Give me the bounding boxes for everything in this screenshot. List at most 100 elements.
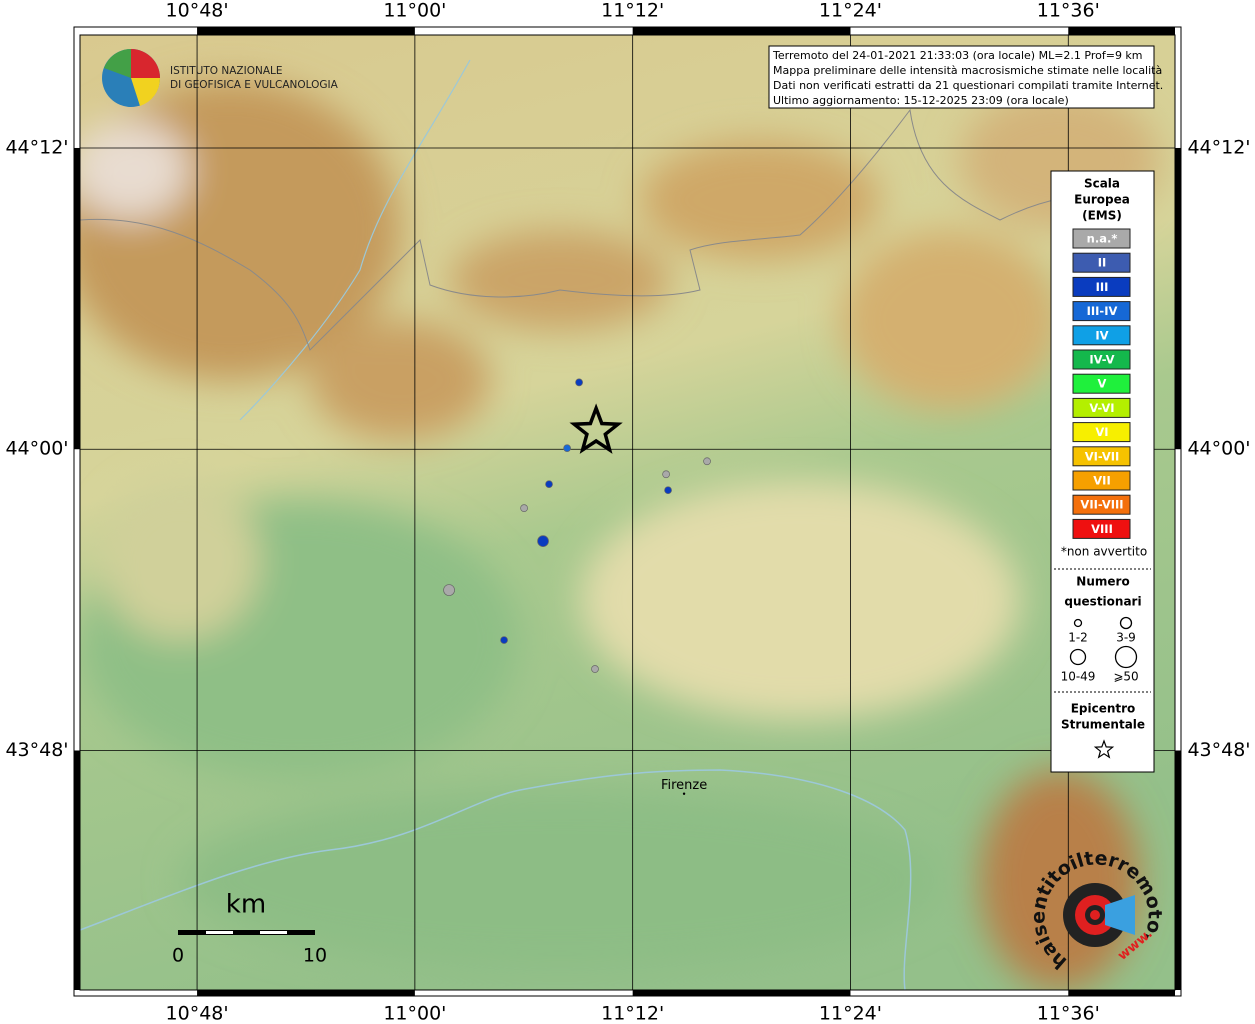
- frame-band: [197, 990, 415, 996]
- frame-band: [632, 990, 851, 996]
- legend-swatch: [1072, 301, 1131, 322]
- legend-label: III-IV: [1087, 304, 1118, 318]
- frame-band: [1175, 750, 1181, 990]
- intensity-point: [662, 470, 670, 479]
- intensity-point: [520, 504, 528, 512]
- legend-size: [1114, 645, 1138, 669]
- frame-band: [632, 27, 851, 35]
- frame-band: [197, 27, 415, 35]
- x-tick-label: 11°12': [601, 0, 664, 22]
- info-line: Dati non verificati estratti da 21 quest…: [773, 79, 1163, 92]
- legend-size: [1073, 618, 1083, 628]
- x-tick-label: 11°00': [383, 1003, 446, 1024]
- scale-label: 10: [303, 945, 327, 967]
- legend-title: Epicentro: [1071, 702, 1136, 716]
- legend-swatch: [1072, 252, 1131, 273]
- frame-band: [1068, 27, 1175, 35]
- scale-labels: km 0 10: [172, 890, 327, 967]
- intensity-point: [563, 444, 571, 453]
- info-text: Terremoto del 24-01-2021 21:33:03 (ora l…: [772, 49, 1163, 107]
- axis-labels: 10°48' 10°48' 11°00' 11°00' 11°12' 11°12' 11°2…: [5, 0, 1250, 1024]
- frame-band: [1175, 147, 1181, 450]
- legend-swatch: [1072, 446, 1131, 467]
- intensity-point: [500, 636, 508, 644]
- scale-unit: km: [226, 890, 266, 920]
- legend-swatch: [1072, 422, 1131, 443]
- city-label: Firenze: [661, 778, 707, 793]
- info-line: Ultimo aggiornamento: 15-12-2025 23:09 (…: [773, 94, 1069, 107]
- legend-label: II: [1098, 256, 1107, 270]
- y-tick-label: 44°00': [5, 438, 68, 460]
- intensity-point: [443, 584, 455, 596]
- epicenter: [569, 403, 623, 454]
- legend-swatch: [1072, 494, 1131, 515]
- frame: [74, 27, 1181, 996]
- intensity-point: [703, 457, 711, 466]
- legend-swatch: [1072, 373, 1131, 394]
- legend-title: (EMS): [1082, 209, 1122, 223]
- legend-label: VI-VII: [1085, 449, 1120, 463]
- intensity-point: [537, 535, 549, 547]
- info-box: [768, 45, 1155, 109]
- legend-size: [1069, 648, 1087, 666]
- y-tick-label: 44°12': [5, 136, 68, 158]
- legend-label: VIII: [1091, 522, 1113, 536]
- legend-title: Europea: [1074, 193, 1130, 207]
- intensity-point: [545, 480, 553, 489]
- legend-title: Strumentale: [1061, 718, 1145, 732]
- logo-text: DI GEOFISICA E VULCANOLOGIA: [170, 79, 339, 91]
- intensity-point: [591, 665, 599, 673]
- x-tick-label: 11°36': [1037, 1003, 1100, 1024]
- legend-title: Scala: [1084, 177, 1120, 191]
- legend-swatch: [1072, 397, 1131, 418]
- scale-bar: [178, 930, 315, 935]
- legend-label: VII: [1093, 474, 1110, 488]
- info-line: Terremoto del 24-01-2021 21:33:03 (ora l…: [772, 49, 1143, 62]
- legend-title: Numero: [1076, 575, 1129, 589]
- x-tick-label: 11°24': [819, 1003, 882, 1024]
- x-tick-label: 11°24': [819, 0, 882, 22]
- y-tick-label: 44°12': [1187, 136, 1250, 158]
- legend-items: ScalaEuropea(EMS)n.a.*IIIIIIII-IVIVIV-VV…: [1061, 177, 1147, 759]
- legend-label: IV: [1095, 328, 1108, 342]
- y-tick-label: 43°48': [1187, 739, 1250, 761]
- x-tick-label: 11°00': [383, 0, 446, 22]
- x-tick-label: 10°48': [166, 1003, 229, 1024]
- legend-label: ⩾50: [1113, 670, 1138, 684]
- legend-label: V-VI: [1089, 401, 1114, 415]
- legend-label: 3-9: [1116, 631, 1136, 645]
- legend-swatch: [1072, 518, 1131, 539]
- legend-size: [1119, 616, 1133, 630]
- frame-band: [1068, 990, 1175, 996]
- points: Firenze: [443, 378, 711, 795]
- legend-swatch: [1072, 276, 1131, 297]
- legend-label: III: [1096, 280, 1109, 294]
- logo-text: ISTITUTO NAZIONALE: [170, 65, 283, 77]
- legend-swatch: [1072, 470, 1131, 491]
- legend-label: V: [1098, 377, 1107, 391]
- legend-swatch: [1072, 228, 1131, 249]
- legend-title: questionari: [1064, 595, 1141, 609]
- x-tick-label: 11°12': [601, 1003, 664, 1024]
- legend-swatch: [1072, 325, 1131, 346]
- city-point: [682, 792, 686, 795]
- intensity-point: [575, 378, 583, 387]
- y-tick-label: 43°48': [5, 739, 68, 761]
- legend-label: IV-V: [1089, 353, 1114, 367]
- ingv-logo: ISTITUTO NAZIONALE DI GEOFISICA E VULCAN…: [102, 49, 339, 107]
- intensity-point: [664, 486, 672, 495]
- x-tick-label: 11°36': [1037, 0, 1100, 22]
- legend-swatch: [1072, 349, 1131, 370]
- terrain: [80, 35, 1175, 990]
- legend-label: 1-2: [1068, 631, 1088, 645]
- legend-label: VII-VIII: [1080, 498, 1123, 512]
- legend-label: VI: [1095, 425, 1108, 439]
- legend-note: *non avvertito: [1061, 545, 1147, 559]
- y-tick-label: 44°00': [1187, 438, 1250, 460]
- legend-label: 10-49: [1061, 670, 1096, 684]
- frame-band: [74, 750, 80, 990]
- x-tick-label: 10°48': [166, 0, 229, 22]
- info-line: Mappa preliminare delle intensità macros…: [773, 64, 1162, 77]
- frame-band: [74, 147, 80, 450]
